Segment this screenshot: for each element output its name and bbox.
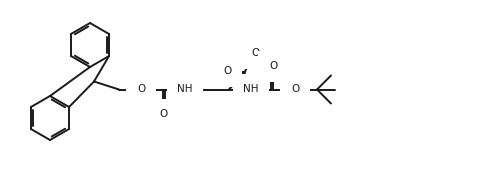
Text: O: O — [252, 49, 260, 58]
Text: O: O — [249, 49, 257, 58]
Text: O: O — [137, 84, 145, 95]
Text: O: O — [159, 109, 167, 120]
Text: NH: NH — [177, 84, 193, 95]
Text: O: O — [269, 61, 277, 71]
Text: O: O — [223, 67, 231, 77]
Text: NH: NH — [243, 84, 259, 95]
Text: O: O — [291, 84, 299, 95]
